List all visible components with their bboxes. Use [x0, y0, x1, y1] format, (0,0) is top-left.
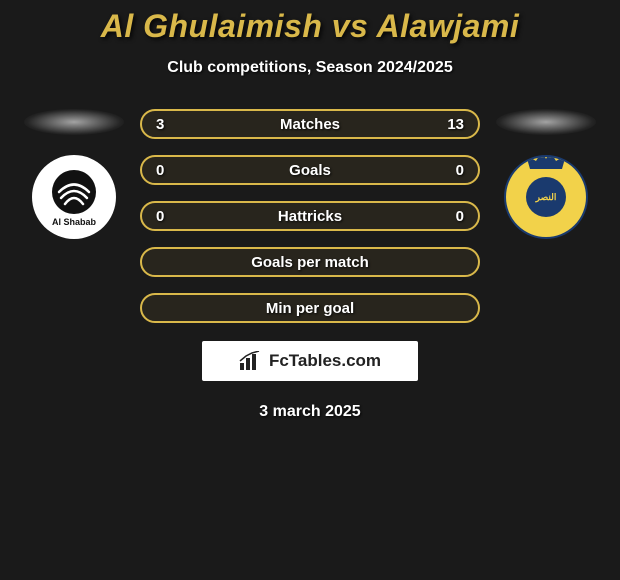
brand-text: FcTables.com — [269, 351, 381, 371]
stat-row-goals-per-match: Goals per match — [140, 247, 480, 277]
main-row: Al Shabab 3 Matches 13 0 Goals 0 0 Hattr… — [0, 109, 620, 323]
stat-left-value: 0 — [156, 162, 176, 179]
club-badge-al-nassr: النصر — [504, 155, 588, 239]
left-club-column: Al Shabab — [24, 109, 124, 239]
subtitle: Club competitions, Season 2024/2025 — [0, 59, 620, 77]
stat-row-matches: 3 Matches 13 — [140, 109, 480, 139]
stat-right-value: 0 — [444, 162, 464, 179]
shabab-crest-icon: Al Shabab — [39, 162, 109, 232]
bar-chart-icon — [239, 351, 263, 371]
brand-badge: FcTables.com — [202, 341, 418, 381]
right-club-column: النصر — [496, 109, 596, 239]
stat-row-min-per-goal: Min per goal — [140, 293, 480, 323]
player-halo-left — [24, 109, 124, 135]
page-title: Al Ghulaimish vs Alawjami — [0, 8, 620, 45]
stat-label: Hattricks — [278, 208, 342, 225]
stat-left-value: 3 — [156, 116, 176, 133]
nassr-inner-circle: النصر — [526, 177, 566, 217]
stat-right-value: 0 — [444, 208, 464, 225]
svg-text:Al Shabab: Al Shabab — [52, 217, 97, 227]
comparison-card: Al Ghulaimish vs Alawjami Club competiti… — [0, 0, 620, 421]
stat-row-hattricks: 0 Hattricks 0 — [140, 201, 480, 231]
club-badge-al-shabab: Al Shabab — [32, 155, 116, 239]
stat-left-value: 0 — [156, 208, 176, 225]
stat-row-goals: 0 Goals 0 — [140, 155, 480, 185]
stat-label: Goals per match — [251, 254, 369, 271]
stats-column: 3 Matches 13 0 Goals 0 0 Hattricks 0 Goa… — [140, 109, 480, 323]
crown-icon — [526, 155, 566, 169]
date-text: 3 march 2025 — [0, 403, 620, 421]
stat-label: Min per goal — [266, 300, 354, 317]
stat-label: Goals — [289, 162, 331, 179]
stat-label: Matches — [280, 116, 340, 133]
player-halo-right — [496, 109, 596, 135]
stat-right-value: 13 — [444, 116, 464, 133]
